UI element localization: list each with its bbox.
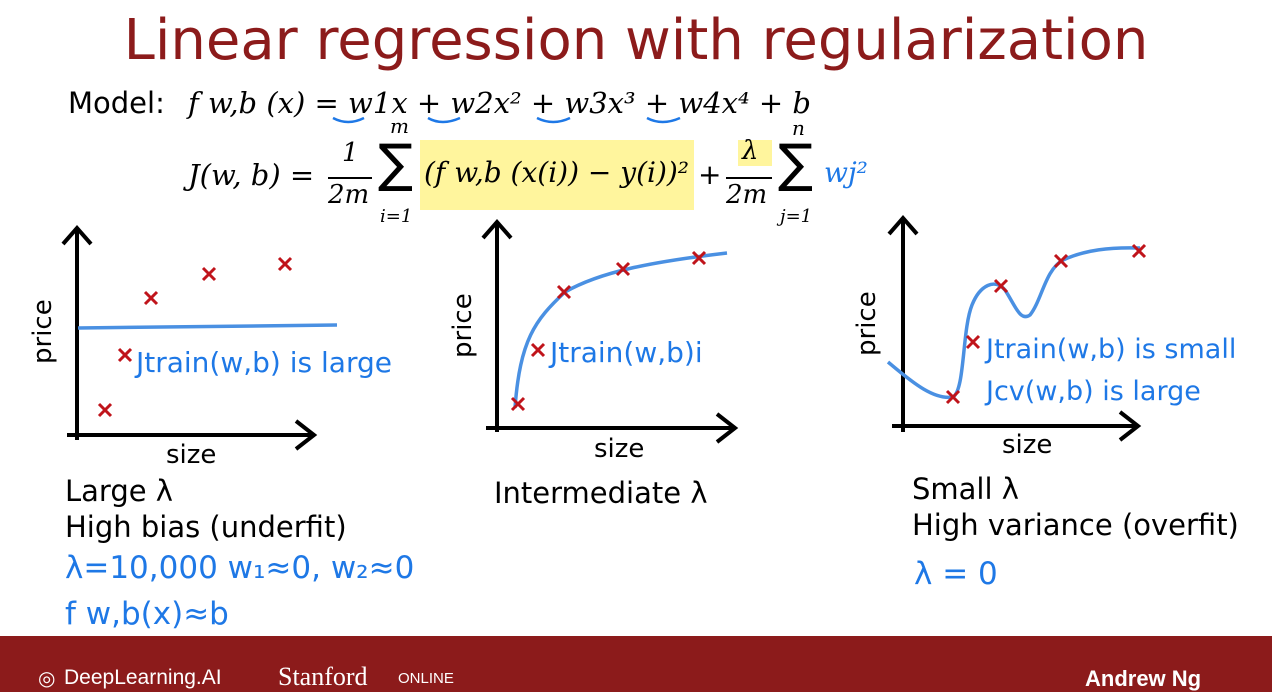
panel-3-axes [887,214,1142,442]
sigma-icon: ∑ [778,134,814,194]
model-label: Model: [68,86,165,120]
panel-1-axes [61,224,318,451]
panel-1-caption-1: Large λ [65,474,173,508]
cost-frac2-num: λ [742,136,759,166]
cost-sum1-top: m [390,114,409,138]
panel-2-fit-curve [513,251,728,409]
cost-frac2-den: 2m [726,180,768,210]
slide-title: Linear regression with regularization [123,8,1149,73]
underline-w1 [332,116,365,124]
panel-1-caption-2: High bias (underfit) [65,510,347,544]
panel-2-caption-1: Intermediate λ [494,476,708,510]
underline-w3 [536,116,571,124]
panel-1-ylabel: price [28,299,58,364]
data-markers [97,243,1147,418]
deeplearning-logo-icon: ◎ [38,666,56,690]
underline-w4 [646,116,681,124]
highlight-lambda [738,140,772,166]
cost-lhs: J(w, b) = [188,158,315,192]
sigma-icon: ∑ [378,134,414,194]
panel-3-lambda-note: λ = 0 [914,556,998,592]
panel-2-jtrain-note: Jtrain(w,b)i [550,336,703,369]
cost-frac1-num: 1 [342,138,359,168]
highlight-error-term [420,140,694,210]
panel-3-fit-curve [886,246,1141,400]
panel-3-caption-2: High variance (overfit) [912,508,1239,542]
footer-university: Stanford [278,662,368,691]
footer-brand: DeepLearning.AI [64,666,222,689]
panel-3-jtrain-note: Jtrain(w,b) is small [986,334,1237,365]
cost-sum2-top: n [792,116,805,140]
footer-bar: ◎ DeepLearning.AI Stanford ONLINE Andrew… [0,636,1272,692]
panel-1-xlabel: size [166,440,217,470]
cost-term1: (f w,b (x(i)) − y(i))² [424,156,690,189]
panel-2-ylabel: price [448,293,478,358]
panel-2-xlabel: size [594,434,645,464]
panel-1-lambda-note: λ=10,000 w₁≈0, w₂≈0 [65,550,415,586]
panel-2-axes [481,218,739,444]
panel-3-ylabel: price [852,291,882,356]
panel-1-jtrain-note: Jtrain(w,b) is large [136,346,392,379]
footer-online: ONLINE [398,670,454,687]
cost-sum1-bottom: i=1 [380,206,413,227]
cost-plus: + [698,158,722,191]
cost-term2: wj² [824,156,868,189]
underline-w2 [427,116,461,124]
panel-1-fit-line [77,323,338,330]
cost-frac1-den: 2m [328,180,370,210]
footer-author: Andrew Ng [1085,666,1202,691]
panel-3-jcv-note: Jcv(w,b) is large [986,376,1201,407]
panel-1-f-note: f w,b(x)≈b [65,596,229,632]
panel-3-xlabel: size [1002,430,1053,460]
cost-sum2-bottom: j=1 [780,206,813,227]
model-equation: f w,b (x) = w1x + w2x² + w3x³ + w4x⁴ + b [188,86,811,120]
panel-3-caption-1: Small λ [912,472,1019,506]
